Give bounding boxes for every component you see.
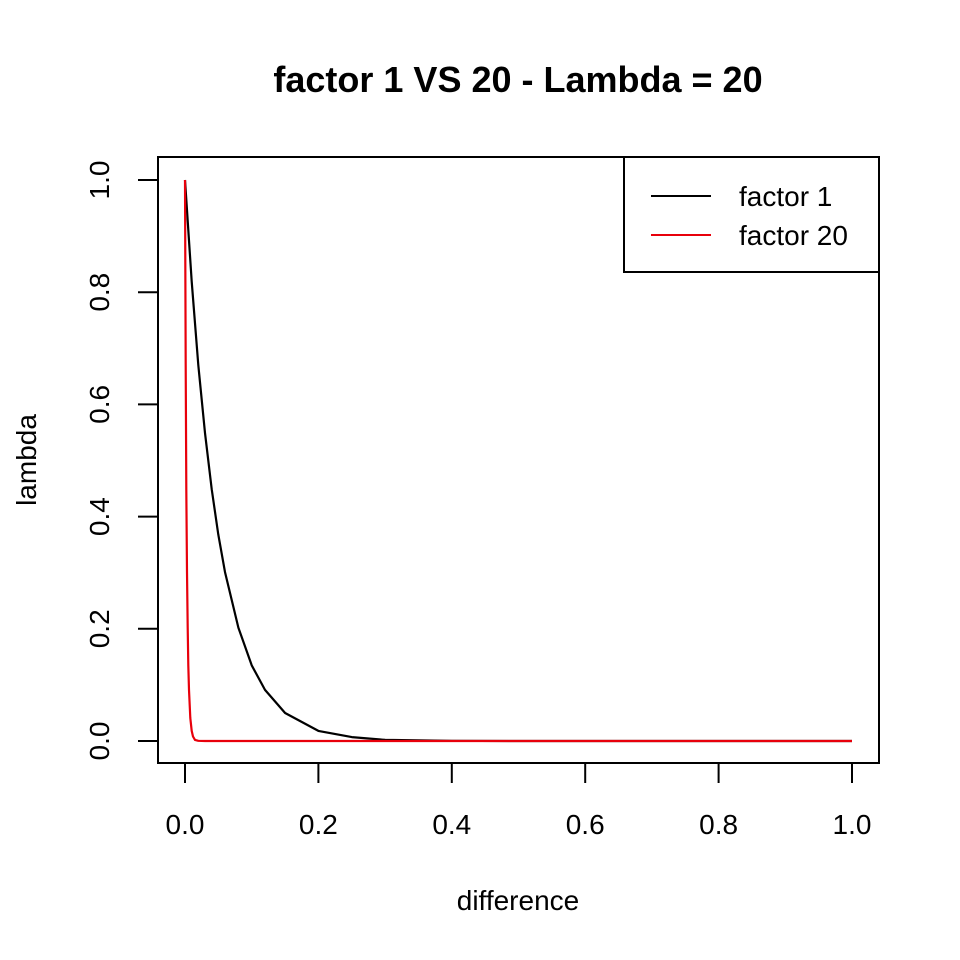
legend-box bbox=[623, 156, 880, 273]
x-tick-label: 0.6 bbox=[566, 809, 605, 840]
y-axis: 0.0 0.2 0.4 0.6 0.8 1.0 bbox=[84, 161, 159, 761]
x-tick-label: 1.0 bbox=[833, 809, 872, 840]
y-tick-label: 0.0 bbox=[84, 722, 115, 761]
chart-title: factor 1 VS 20 - Lambda = 20 bbox=[273, 59, 762, 100]
legend-label: factor 1 bbox=[739, 181, 832, 212]
legend-label: factor 20 bbox=[739, 220, 848, 251]
y-tick-label: 1.0 bbox=[84, 161, 115, 200]
x-tick-label: 0.0 bbox=[166, 809, 205, 840]
x-axis-label: difference bbox=[457, 885, 579, 916]
x-axis: 0.0 0.2 0.4 0.6 0.8 1.0 bbox=[166, 762, 872, 840]
y-tick-label: 0.2 bbox=[84, 609, 115, 648]
series-layer bbox=[183, 179, 852, 743]
y-tick-label: 0.8 bbox=[84, 273, 115, 312]
y-tick-label: 0.6 bbox=[84, 385, 115, 424]
x-tick-label: 0.2 bbox=[299, 809, 338, 840]
legend: factor 1 factor 20 bbox=[623, 156, 880, 273]
series-line-2 bbox=[183, 179, 852, 743]
x-tick-label: 0.4 bbox=[432, 809, 471, 840]
y-tick-label: 0.4 bbox=[84, 497, 115, 536]
x-tick-label: 0.8 bbox=[699, 809, 738, 840]
y-axis-label: lambda bbox=[11, 414, 42, 506]
